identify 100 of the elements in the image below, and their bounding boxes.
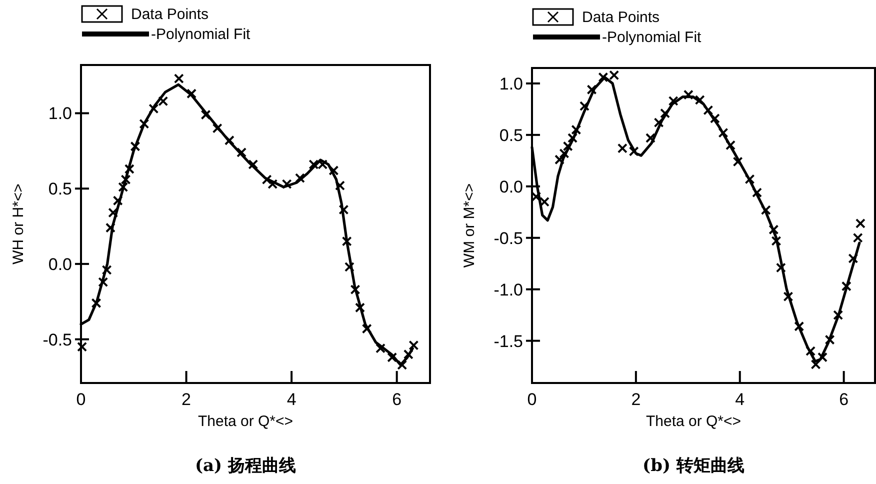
x-tick-label: 2	[182, 390, 192, 409]
point	[282, 179, 292, 190]
point	[760, 205, 771, 216]
point	[376, 343, 386, 354]
point	[408, 340, 419, 350]
point	[130, 141, 140, 152]
point	[350, 284, 360, 295]
point	[387, 352, 398, 362]
point	[726, 140, 736, 150]
y-tick-label: -1.5	[494, 332, 523, 351]
point	[248, 159, 258, 170]
point	[91, 298, 102, 308]
point	[579, 101, 590, 112]
point	[668, 96, 678, 106]
y-tick-label: 0.0	[48, 254, 72, 274]
point	[224, 135, 234, 146]
point	[744, 174, 755, 184]
point	[362, 324, 372, 334]
point	[645, 133, 656, 143]
text: (b) 转矩曲线	[642, 456, 744, 476]
y-tick-label: 0.5	[48, 180, 72, 199]
point	[262, 174, 272, 185]
point	[334, 180, 345, 191]
point	[654, 118, 664, 128]
point	[268, 179, 278, 190]
y-tick-label: -1.0	[494, 280, 523, 300]
point	[562, 141, 573, 152]
y-tick-label: 0.5	[499, 126, 523, 145]
point	[105, 222, 116, 233]
point	[776, 262, 786, 273]
point	[139, 118, 150, 129]
x-tick-label: 0	[527, 390, 537, 409]
point	[354, 302, 365, 313]
y-tick-label: 1.0	[499, 74, 523, 94]
point	[768, 224, 779, 235]
legend-label: Data Points	[131, 6, 209, 23]
point	[783, 292, 794, 302]
point	[112, 196, 123, 206]
x-tick-label: 4	[286, 390, 296, 409]
point	[703, 105, 714, 116]
legend-label: Data Points	[582, 9, 660, 26]
x-tick-label: 6	[392, 390, 402, 409]
x-tick-label: 0	[76, 390, 86, 409]
x-axis-title: Theta or Q*<>	[646, 413, 742, 430]
point	[710, 113, 720, 124]
point	[120, 174, 131, 185]
x-tick-label: 6	[839, 390, 849, 409]
point	[810, 359, 821, 370]
y-axis-title: WM or M*<>	[461, 183, 478, 268]
point	[124, 164, 134, 174]
point	[732, 156, 743, 167]
point	[77, 342, 88, 352]
point	[294, 173, 305, 184]
y-tick-label: 1.0	[48, 104, 72, 124]
point	[806, 346, 816, 356]
point	[344, 262, 354, 272]
y-tick-label: -0.5	[42, 330, 72, 350]
point	[328, 166, 339, 176]
point	[571, 124, 582, 135]
point	[559, 148, 570, 158]
point	[98, 277, 108, 288]
point	[841, 281, 852, 292]
point	[539, 196, 550, 207]
point	[108, 208, 118, 218]
point	[342, 236, 352, 246]
y-tick-label: -0.5	[494, 228, 523, 248]
point	[586, 84, 597, 95]
legend-label: -Polynomial Fit	[151, 26, 252, 43]
point	[794, 321, 804, 332]
point	[200, 110, 211, 120]
point	[818, 352, 828, 362]
point	[212, 123, 222, 134]
point	[118, 182, 128, 192]
point	[102, 264, 112, 275]
point	[628, 146, 639, 156]
point	[824, 334, 835, 345]
point	[848, 253, 858, 264]
x-axis-title: Theta or Q*<>	[198, 413, 294, 430]
point	[855, 218, 866, 228]
point	[718, 128, 728, 138]
point	[236, 147, 247, 158]
text: (a) 扬程曲线	[194, 456, 296, 476]
point	[833, 310, 844, 320]
point	[617, 143, 628, 154]
point	[771, 236, 782, 246]
legend-label: -Polynomial Fit	[602, 29, 702, 46]
point	[554, 154, 565, 165]
point	[148, 104, 159, 114]
point	[158, 96, 168, 106]
point	[174, 74, 184, 84]
point	[568, 133, 578, 143]
x-tick-label: 4	[735, 390, 745, 409]
point	[683, 90, 694, 100]
point	[694, 94, 705, 105]
point	[338, 204, 349, 215]
point	[660, 108, 670, 118]
x-tick-label: 2	[631, 390, 641, 409]
point	[852, 232, 863, 243]
point	[752, 188, 762, 198]
point	[397, 360, 408, 370]
